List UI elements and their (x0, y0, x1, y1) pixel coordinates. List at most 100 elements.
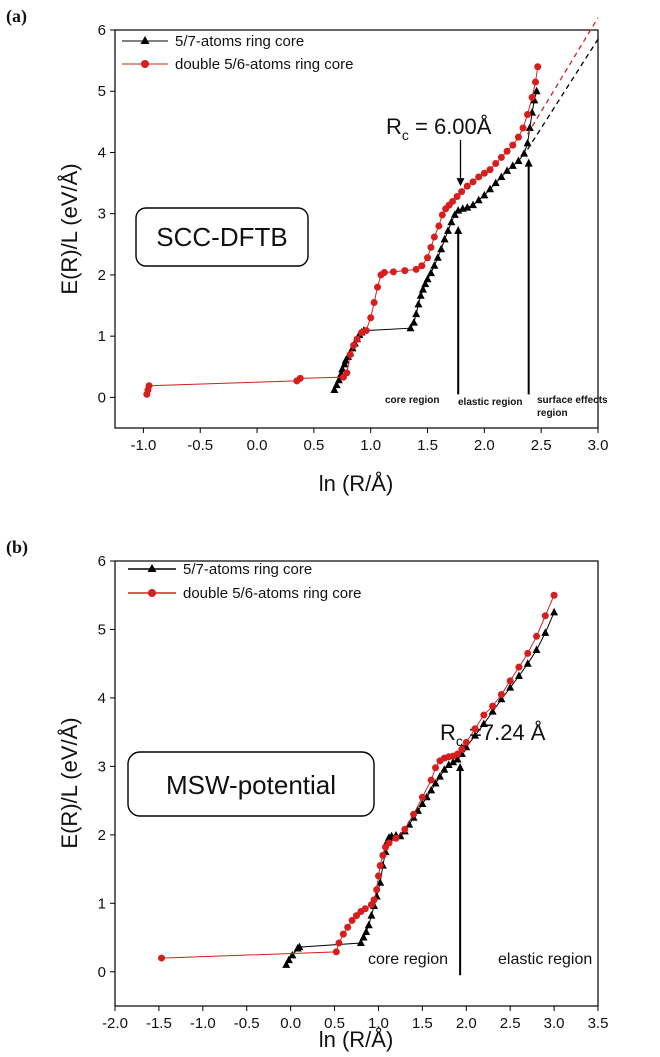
panel-b-rc-annotation: Rc =7.24 Å (440, 720, 546, 753)
panel-b-y-axis-title: E(R)/L (eV/Å) (57, 717, 82, 848)
panel-b-x-tick: 0.0 (280, 1006, 301, 1032)
data-point (447, 217, 456, 226)
data-point (438, 211, 446, 219)
data-point (414, 299, 423, 308)
panel-a-y-tick: 5 (98, 83, 115, 100)
panel-a-x-tick-label: 3.0 (588, 437, 609, 454)
data-point (437, 244, 446, 253)
panel-a-y-tick-label: 0 (98, 389, 106, 406)
data-point (370, 896, 378, 904)
panel-a-legend-label-56: double 5/6-atoms ring core (175, 56, 353, 73)
data-point (330, 385, 339, 394)
panel-a-series-56 (143, 63, 542, 398)
panel-b-x-tick-label: -1.0 (190, 1015, 216, 1032)
data-point (392, 834, 400, 842)
data-point (350, 341, 358, 349)
data-point (533, 632, 541, 640)
data-point (506, 677, 514, 685)
data-point (435, 222, 443, 230)
panel-b-y-tick: 6 (98, 553, 115, 570)
panel-b-legend-label-57: 5/7-atoms ring core (183, 561, 312, 578)
data-point (497, 691, 505, 698)
data-point (412, 309, 421, 318)
data-point (440, 765, 449, 773)
panel-b-series-56 (158, 591, 558, 962)
data-point (528, 93, 536, 101)
panel-b-x-tick: 2.0 (456, 1006, 477, 1032)
panel-b-x-tick-label: 3.5 (588, 1015, 609, 1032)
panel-a-rc-label: Rc = 6.00Å (386, 114, 492, 143)
extrapolation-line (526, 38, 599, 150)
panel-a-x-ticks: -1.0 -0.5 0.0 0.5 1.0 1.5 2.0 2.5 3.0 (130, 428, 608, 454)
panel-b-x-tick-label: -2.0 (102, 1015, 128, 1032)
panel-b-y-ticks: 0 1 2 3 4 5 6 (98, 553, 115, 981)
panel-a-x-axis-title: ln (R/Å) (319, 471, 394, 496)
data-point (453, 193, 461, 201)
data-point (296, 374, 304, 382)
panel-a-rc-arrowhead (456, 178, 465, 187)
panel-a-y-tick: 0 (98, 389, 115, 406)
data-point (332, 380, 341, 389)
panel-a-plot-frame (114, 29, 599, 429)
data-point (332, 948, 340, 956)
panel-b-method-box: MSW-potential (127, 751, 375, 817)
data-point (353, 335, 361, 343)
panel-a-x-tick: -0.5 (187, 428, 213, 454)
data-point (426, 268, 435, 277)
panel-b-x-tick: -1.0 (190, 1006, 216, 1032)
panel-b-x-tick: -1.5 (146, 1006, 172, 1032)
data-point (423, 274, 432, 283)
data-point (550, 607, 559, 616)
panel-b: (b) -2.0 -1.5 -1.0 -0.5 0.0 0.5 1.0 1.5 … (6, 537, 608, 1052)
panel-b-x-tick: -0.5 (234, 1006, 260, 1032)
data-point (520, 149, 529, 157)
panel-a-method-box: SCC-DFTB (135, 207, 309, 267)
panel-a-legend-label-57: 5/7-atoms ring core (175, 33, 304, 50)
data-point (433, 253, 442, 261)
data-point (359, 933, 368, 941)
panel-a-region-arrowhead-1 (524, 158, 533, 167)
data-point (503, 166, 512, 174)
data-point (338, 364, 347, 373)
panel-a-x-tick-label: 0.5 (303, 437, 324, 454)
data-point (497, 172, 506, 180)
panel-b-y-tick-label: 5 (98, 621, 106, 638)
data-point (497, 153, 505, 161)
data-point (367, 911, 376, 919)
data-point (458, 745, 466, 753)
panel-a-extrapolation-lines (526, 17, 599, 150)
data-point (506, 683, 515, 691)
panel-a-letter: (a) (6, 6, 27, 27)
panel-b-y-tick: 4 (98, 690, 115, 707)
data-point (440, 234, 449, 243)
data-point (356, 938, 365, 947)
panel-b-x-tick-label: 1.0 (368, 1015, 389, 1032)
legend-circle-marker (148, 589, 156, 597)
data-point (376, 862, 384, 870)
data-point (453, 750, 461, 758)
data-point (364, 920, 373, 929)
data-point (370, 298, 378, 306)
data-point (412, 265, 420, 273)
panel-a-legend: 5/7-atoms ring core double 5/6-atoms rin… (122, 33, 353, 73)
data-point (474, 195, 483, 204)
panel-a-x-tick: 3.0 (588, 428, 609, 454)
data-point (374, 283, 382, 291)
data-point (373, 886, 381, 894)
panel-a-y-tick: 1 (98, 328, 115, 345)
data-point (424, 254, 432, 262)
panel-b-x-tick-label: -1.5 (146, 1015, 172, 1032)
data-point (348, 916, 356, 924)
panel-a-region-label-surface: surface effects (537, 395, 608, 406)
data-point (389, 268, 397, 276)
panel-b-region-markers: core region elastic region (368, 762, 592, 976)
data-point (344, 923, 352, 931)
data-point (353, 912, 360, 920)
data-point (343, 369, 351, 377)
legend-circle-marker (141, 60, 149, 68)
data-point (497, 694, 506, 703)
data-point (532, 86, 541, 95)
data-point (515, 663, 523, 671)
data-point (449, 757, 458, 766)
panel-a-x-tick: 2.0 (474, 428, 495, 454)
